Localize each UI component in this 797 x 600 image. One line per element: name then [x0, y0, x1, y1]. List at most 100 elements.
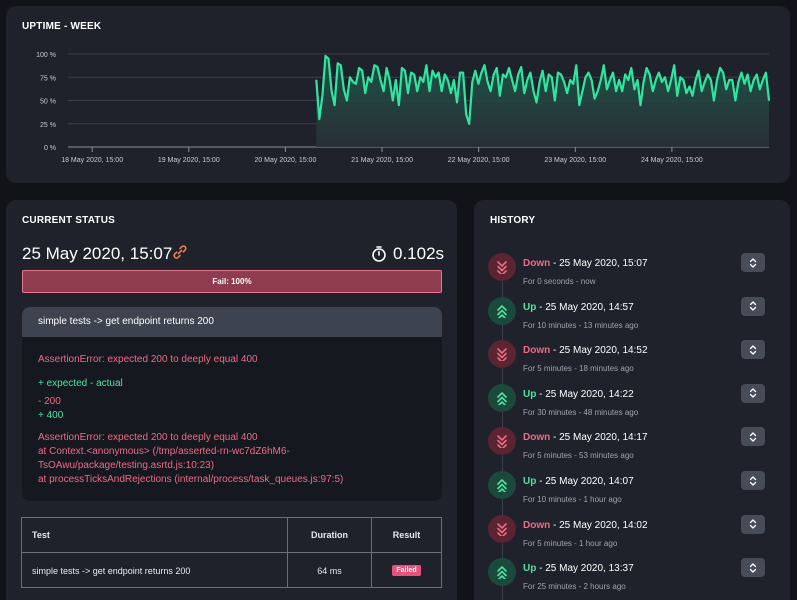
- uptime-point: [639, 104, 642, 106]
- stopwatch-icon: [372, 246, 386, 262]
- uptime-point: [434, 76, 437, 78]
- history-separator: -: [536, 301, 546, 313]
- uptime-point: [661, 81, 663, 83]
- uptime-point: [468, 123, 470, 125]
- uptime-point: [428, 90, 431, 92]
- history-item-title: Up - 25 May 2020, 14:22: [523, 389, 634, 400]
- expand-icon: [749, 388, 757, 398]
- header-result: Result: [371, 518, 441, 552]
- uptime-point: [538, 81, 541, 83]
- expand-button[interactable]: [741, 471, 765, 490]
- uptime-point: [321, 95, 323, 97]
- uptime-point: [480, 72, 483, 74]
- history-duration: For 5 minutes - 1 hour ago: [523, 538, 618, 548]
- chevrons-up-icon: [488, 383, 516, 412]
- uptime-point: [395, 79, 397, 81]
- uptime-point: [416, 90, 418, 92]
- uptime-point: [557, 72, 559, 74]
- expand-button[interactable]: [741, 427, 765, 447]
- uptime-title: UPTIME - WEEK: [22, 21, 102, 32]
- uptime-point: [621, 90, 623, 92]
- uptime-point: [597, 90, 599, 92]
- history-status: Up: [523, 301, 537, 313]
- uptime-point: [624, 73, 626, 76]
- uptime-point: [376, 66, 379, 68]
- uptime-point: [566, 92, 568, 94]
- uptime-point: [682, 79, 684, 81]
- history-separator: -: [550, 432, 560, 444]
- uptime-point: [535, 101, 538, 103]
- chevrons-down-icon: [488, 340, 516, 369]
- x-tick-label: 21 May 2020, 15:00: [351, 157, 413, 164]
- uptime-point: [505, 76, 507, 78]
- header-duration: Duration: [287, 518, 371, 552]
- chevrons-down-icon: [488, 253, 516, 281]
- history-time: 25 May 2020, 14:07: [545, 476, 634, 487]
- uptime-point: [542, 70, 544, 72]
- uptime-point: [358, 67, 360, 69]
- uptime-point: [728, 79, 730, 81]
- cell-result: Failed: [371, 553, 441, 588]
- x-tick-label: 24 May 2020, 15:00: [641, 157, 703, 164]
- history-time: 25 May 2020, 14:02: [559, 519, 648, 531]
- uptime-point: [548, 73, 550, 76]
- uptime-point: [413, 73, 415, 76]
- uptime-point: [590, 79, 593, 81]
- uptime-point: [716, 79, 718, 81]
- expand-button[interactable]: [741, 253, 765, 272]
- chevrons-down-icon: [488, 427, 516, 456]
- uptime-point: [670, 79, 672, 81]
- uptime-point: [603, 64, 605, 66]
- uptime-point: [704, 81, 706, 83]
- history-card: HISTORY Down - 25 May 2020, 15:07 For 0 s…: [474, 200, 790, 600]
- uptime-point: [756, 73, 758, 76]
- history-item-title: Down - 25 May 2020, 14:52: [523, 345, 648, 356]
- history-time: 25 May 2020, 14:57: [545, 301, 634, 313]
- uptime-point: [719, 67, 721, 69]
- uptime-point: [499, 95, 501, 97]
- history-separator: -: [550, 519, 560, 531]
- uptime-point: [679, 76, 681, 78]
- current-status-title: CURRENT STATUS: [22, 215, 115, 226]
- uptime-point: [502, 73, 504, 76]
- test-panel-header[interactable]: simple tests -> get endpoint returns 200: [22, 307, 442, 337]
- uptime-point: [664, 76, 666, 78]
- expand-button[interactable]: [741, 296, 765, 316]
- uptime-point: [444, 73, 446, 76]
- expand-button[interactable]: [741, 514, 765, 534]
- uptime-point: [450, 92, 452, 94]
- uptime-point: [630, 67, 632, 69]
- uptime-point: [673, 64, 675, 66]
- link-icon[interactable]: [172, 244, 188, 260]
- expand-button[interactable]: [741, 340, 765, 360]
- uptime-point: [572, 83, 574, 85]
- fail-progress-bar: Fail: 100%: [22, 270, 442, 293]
- expand-button[interactable]: [741, 383, 765, 403]
- history-time: 25 May 2020, 15:07: [559, 258, 648, 269]
- uptime-point: [563, 81, 565, 83]
- uptime-point: [734, 99, 736, 102]
- chevrons-up-icon: [488, 558, 516, 587]
- expand-icon: [749, 345, 757, 355]
- cell-duration: 64 ms: [287, 553, 371, 588]
- expand-button[interactable]: [741, 558, 765, 578]
- uptime-point: [453, 79, 455, 81]
- x-tick-label: 19 May 2020, 15:00: [158, 157, 220, 164]
- uptime-point: [642, 81, 645, 83]
- y-tick-label: 100 %: [36, 52, 56, 59]
- uptime-point: [462, 72, 464, 74]
- uptime-point: [471, 81, 473, 83]
- uptime-point: [523, 92, 525, 94]
- uptime-point: [382, 90, 385, 92]
- uptime-point: [569, 79, 571, 81]
- uptime-point: [710, 79, 712, 81]
- history-separator: -: [536, 388, 546, 400]
- uptime-point: [688, 85, 691, 88]
- uptime-point: [483, 64, 486, 66]
- history-status: Up: [523, 563, 537, 575]
- history-status: Up: [523, 388, 537, 400]
- history-status: Down: [523, 345, 551, 357]
- cell-test: simple tests -> get endpoint returns 200: [32, 565, 191, 576]
- history-duration: For 0 seconds - now: [523, 277, 596, 286]
- uptime-point: [419, 76, 421, 78]
